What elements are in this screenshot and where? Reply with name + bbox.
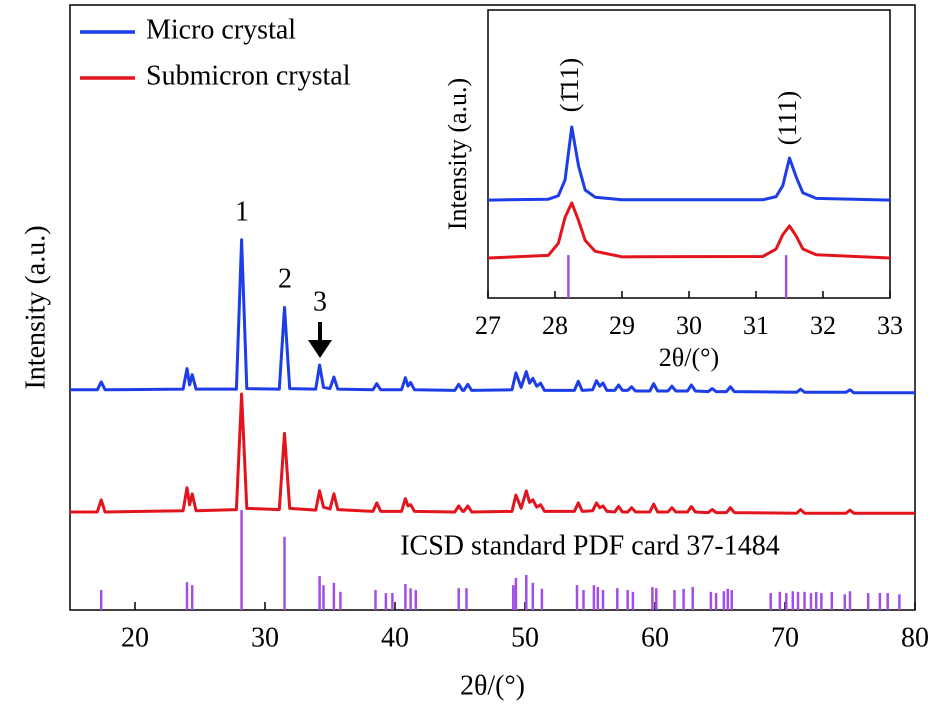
x-axis-label: 2θ/(°) [460,670,525,701]
data-line [70,392,915,515]
arrow-head [308,340,332,358]
x-tick-label: 20 [121,622,149,653]
plot-frame [487,9,891,299]
y-axis-label: Intensity (a.u.) [20,225,51,389]
x-tick-label: 50 [511,622,539,653]
x-tick-label: 29 [609,311,635,340]
data-line [487,125,891,202]
x-tick-label: 70 [771,622,799,653]
data-line [487,201,891,260]
x-tick-label: 33 [877,311,903,340]
annotation: (111) [773,91,802,145]
legend-label: Micro crystal [146,14,296,45]
x-tick-label: 28 [542,311,568,340]
legend-label: Submicron crystal [146,60,351,91]
inset: 27 28 29 30 31 32 33 2θ/(°) Intensity (a.u.) (1̄1… [443,9,903,372]
x-tick-label: 30 [676,311,702,340]
annotation: (1̄11) [555,58,584,112]
x-tick-label: 60 [641,622,669,653]
x-tick-label: 40 [381,622,409,653]
annotation: 2 [278,263,292,294]
x-tick-label: 31 [743,311,769,340]
data-line [70,238,915,395]
y-axis-label: Intensity (a.u.) [443,78,472,230]
x-tick-label: 32 [810,311,836,340]
x-tick-label: 80 [901,622,929,653]
reference-label: ICSD standard PDF card 37-1484 [400,530,780,561]
x-axis-label: 2θ/(°) [659,343,719,372]
annotation: 3 [313,286,327,317]
annotation: 1 [235,196,249,227]
x-tick-label: 27 [475,311,501,340]
x-tick-label: 30 [251,622,279,653]
